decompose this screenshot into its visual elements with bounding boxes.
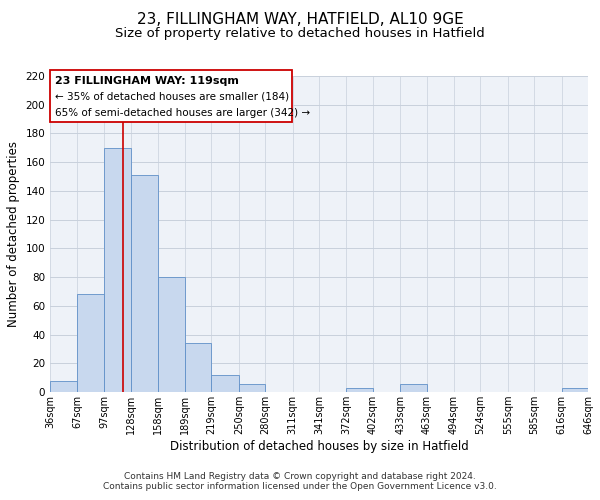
Bar	[211, 375, 239, 392]
Text: 23, FILLINGHAM WAY, HATFIELD, AL10 9GE: 23, FILLINGHAM WAY, HATFIELD, AL10 9GE	[137, 12, 463, 28]
Y-axis label: Number of detached properties: Number of detached properties	[7, 141, 20, 327]
Bar	[158, 277, 185, 392]
Bar	[77, 294, 104, 392]
Text: Contains HM Land Registry data © Crown copyright and database right 2024.: Contains HM Land Registry data © Crown c…	[124, 472, 476, 481]
Bar	[131, 175, 158, 392]
Bar	[562, 388, 588, 392]
Text: 23 FILLINGHAM WAY: 119sqm: 23 FILLINGHAM WAY: 119sqm	[55, 76, 238, 86]
Bar	[346, 388, 373, 392]
Bar	[104, 148, 131, 392]
Text: Size of property relative to detached houses in Hatfield: Size of property relative to detached ho…	[115, 28, 485, 40]
Text: Contains public sector information licensed under the Open Government Licence v3: Contains public sector information licen…	[103, 482, 497, 491]
Bar	[185, 344, 211, 392]
FancyBboxPatch shape	[50, 70, 292, 122]
X-axis label: Distribution of detached houses by size in Hatfield: Distribution of detached houses by size …	[170, 440, 469, 453]
Bar	[400, 384, 427, 392]
Bar	[239, 384, 265, 392]
Text: ← 35% of detached houses are smaller (184): ← 35% of detached houses are smaller (18…	[55, 91, 289, 101]
Bar	[50, 380, 77, 392]
Text: 65% of semi-detached houses are larger (342) →: 65% of semi-detached houses are larger (…	[55, 108, 310, 118]
